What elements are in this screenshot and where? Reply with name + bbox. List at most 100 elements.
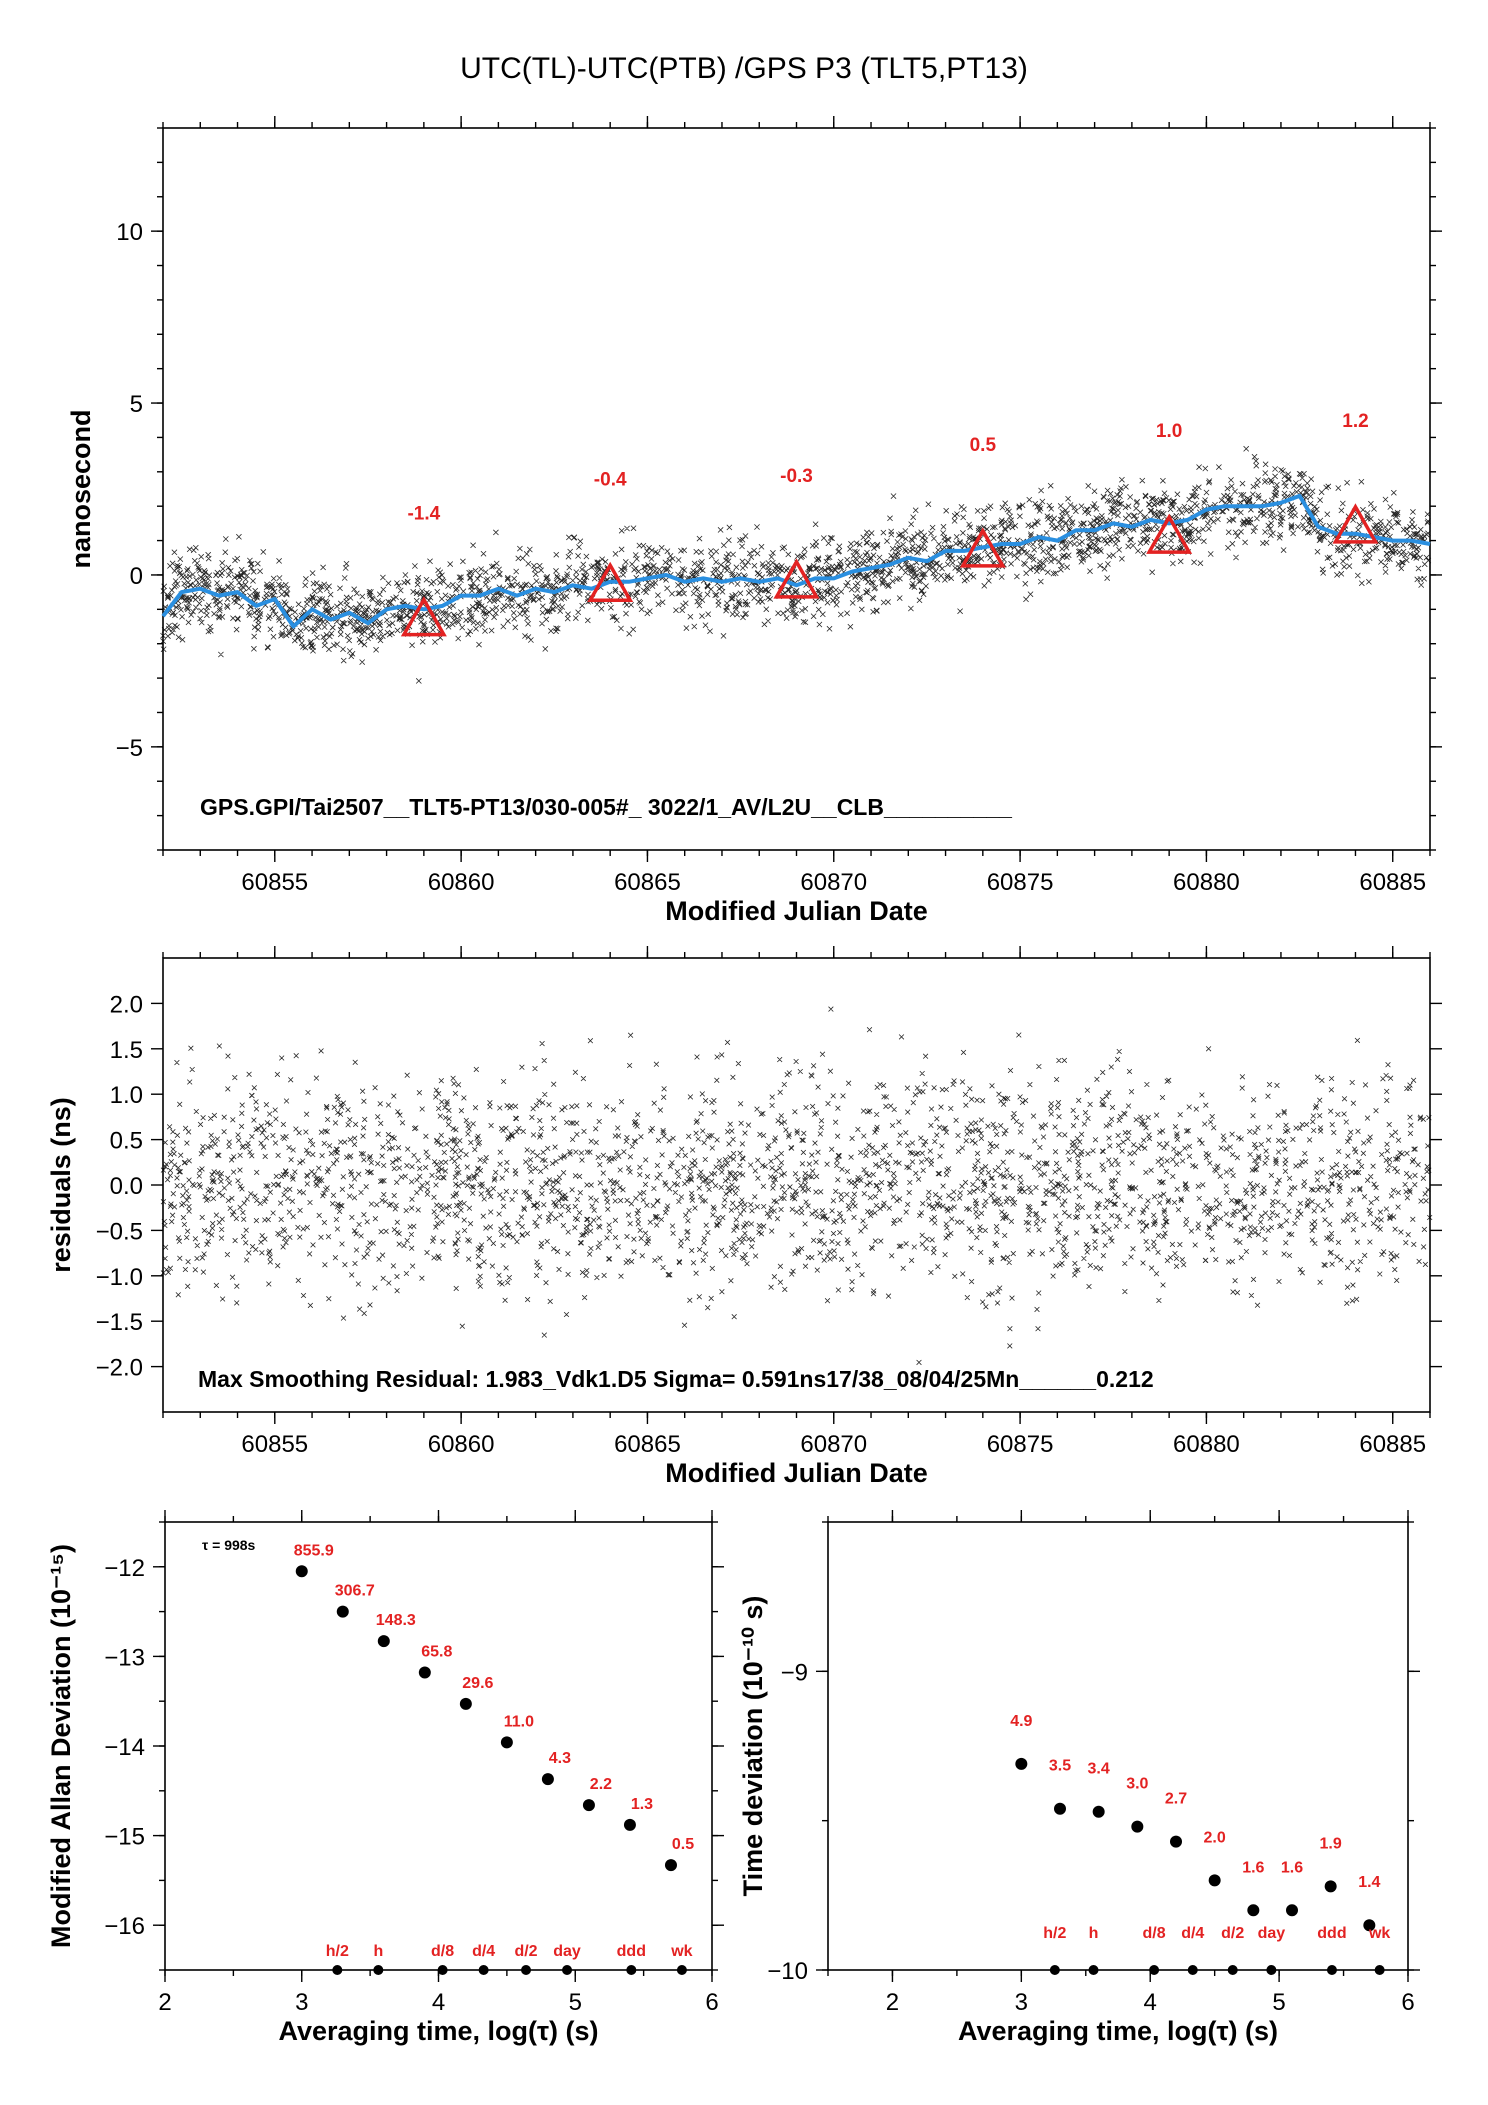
mdev-value-label: 29.6	[462, 1675, 493, 1692]
modified-allan-deviation-panel: 2 3 4 5 6 −16 −15 −14 −13 −12 Averaging time, log(…	[46, 1510, 724, 2046]
tdev-value-label: 1.4	[1358, 1874, 1380, 1891]
plot-annotation: Max Smoothing Residual: 1.983_Vdk1.D5 Si…	[198, 1366, 1154, 1392]
x-tick-label: 60865	[614, 1431, 681, 1458]
tdev-point	[1324, 1880, 1337, 1893]
x-tick-label: 3	[1015, 1989, 1028, 2016]
tdev-point	[1363, 1919, 1376, 1932]
x-tick-label: 60875	[987, 869, 1054, 896]
mdev-point	[418, 1666, 431, 1679]
y-tick-label: −13	[104, 1644, 145, 1671]
y-tick-label: −9	[781, 1659, 808, 1686]
interval-label: wk	[1368, 1925, 1390, 1942]
tdev-point	[1131, 1820, 1144, 1833]
mdev-value-label: 2.2	[590, 1776, 612, 1793]
mdev-value-label: 65.8	[421, 1644, 452, 1661]
tdev-point	[1247, 1904, 1260, 1917]
interval-marker	[1149, 1965, 1160, 1975]
mdev-point	[582, 1799, 595, 1812]
y-tick-label: 5	[130, 391, 143, 418]
triangle-marker	[1146, 513, 1193, 554]
y-tick-label: 10	[116, 219, 143, 246]
y-tick-label: −15	[104, 1824, 145, 1851]
tdev-point	[1208, 1874, 1221, 1887]
plot-frame	[162, 127, 1431, 851]
interval-label: ddd	[1317, 1925, 1346, 1942]
y-tick-label: −2.0	[96, 1355, 143, 1382]
mdev-point	[336, 1605, 349, 1618]
triangle-marker	[587, 561, 634, 603]
residual-point-crosses	[160, 1006, 1433, 1366]
x-tick-label: 60855	[241, 869, 308, 896]
x-tick-label: 5	[1272, 1989, 1285, 2016]
interval-marker	[562, 1965, 573, 1975]
time-deviation-panel: 2 3 4 5 6 −10 −9 Averaging time, log(τ) (s) Time…	[738, 1510, 1420, 2046]
interval-marker	[332, 1965, 343, 1975]
x-tick-label: 6	[1401, 1989, 1414, 2016]
mdev-value-label: 148.3	[376, 1612, 416, 1629]
x-tick-label: 4	[432, 1989, 445, 2016]
tdev-point	[1015, 1757, 1028, 1770]
plot-frame	[164, 1521, 713, 1971]
x-tick-label: 5	[569, 1989, 582, 2016]
mdev-value-label: 855.9	[294, 1542, 334, 1559]
residuals-panel: 60855 60860 60865 60870 60875 60880 60885 −2.0 −…	[46, 946, 1442, 1488]
smoothed-series-line	[161, 493, 1431, 629]
x-tick-label: 60870	[800, 869, 867, 896]
y-axis-label: Modified Allan Deviation (10⁻¹⁵)	[46, 1544, 76, 1948]
mdev-value-label: 306.7	[335, 1583, 375, 1600]
mdev-point	[459, 1697, 472, 1710]
triangle-value-label: -0.4	[594, 469, 627, 490]
interval-marker	[626, 1965, 637, 1975]
mdev-point	[500, 1736, 513, 1749]
data-point-crosses	[160, 445, 1432, 684]
mdev-point	[541, 1773, 554, 1786]
y-axis-label: residuals (ns)	[46, 1097, 76, 1273]
triangle-marker	[959, 527, 1006, 568]
triangle-marker	[773, 558, 820, 599]
interval-marker	[1049, 1965, 1060, 1975]
interval-label: day	[1258, 1925, 1286, 1942]
x-tick-label: 6	[705, 1989, 718, 2016]
y-tick-label: −1.5	[96, 1309, 143, 1336]
interval-label: d/4	[1181, 1925, 1204, 1942]
interval-label: d/8	[1143, 1925, 1166, 1942]
x-tick-label: 3	[295, 1989, 308, 2016]
mdev-value-label: 0.5	[672, 1836, 694, 1853]
x-tick-label: 60880	[1173, 1431, 1240, 1458]
triangle-value-label: 1.2	[1342, 411, 1368, 432]
mdev-point	[623, 1818, 636, 1831]
interval-marker	[1088, 1965, 1099, 1975]
tdev-point	[1054, 1802, 1066, 1815]
y-tick-label: 0.0	[110, 1173, 143, 1200]
tdev-point	[1170, 1835, 1182, 1848]
interval-label: d/4	[472, 1943, 495, 1960]
interval-label: d/2	[1221, 1925, 1244, 1942]
interval-label: h/2	[1043, 1925, 1066, 1942]
y-tick-label: 2.0	[110, 991, 143, 1018]
y-tick-label: −14	[104, 1734, 145, 1761]
mdev-value-label: 4.3	[549, 1750, 571, 1767]
x-tick-label: 60860	[428, 869, 495, 896]
y-tick-label: −1.0	[96, 1264, 143, 1291]
y-tick-label: −10	[767, 1958, 808, 1985]
tdev-value-label: 1.6	[1281, 1859, 1303, 1876]
interval-marker	[1266, 1965, 1277, 1975]
tdev-value-label: 1.9	[1320, 1835, 1342, 1852]
x-tick-label: 60860	[428, 1431, 495, 1458]
interval-marker	[373, 1965, 384, 1975]
y-axis-label: Time deviation (10⁻¹⁰ s)	[738, 1596, 768, 1897]
x-tick-label: 2	[158, 1989, 171, 2016]
x-tick-label: 60885	[1359, 869, 1426, 896]
interval-marker	[437, 1965, 448, 1975]
tdev-value-label: 4.9	[1010, 1713, 1032, 1730]
y-tick-label: 1.0	[110, 1082, 143, 1109]
interval-marker	[676, 1965, 687, 1975]
y-axis-label: nanosecond	[66, 409, 96, 568]
mdev-point	[295, 1565, 308, 1578]
plot-frame	[827, 1521, 1409, 1971]
tdev-value-label: 3.4	[1088, 1761, 1110, 1778]
plot-annotation: GPS.GPI/Tai2507__TLT5-PT13/030-005#_ 302…	[200, 794, 1012, 820]
tdev-point	[1286, 1904, 1298, 1917]
interval-marker	[1187, 1965, 1198, 1975]
mdev-point	[664, 1859, 677, 1872]
